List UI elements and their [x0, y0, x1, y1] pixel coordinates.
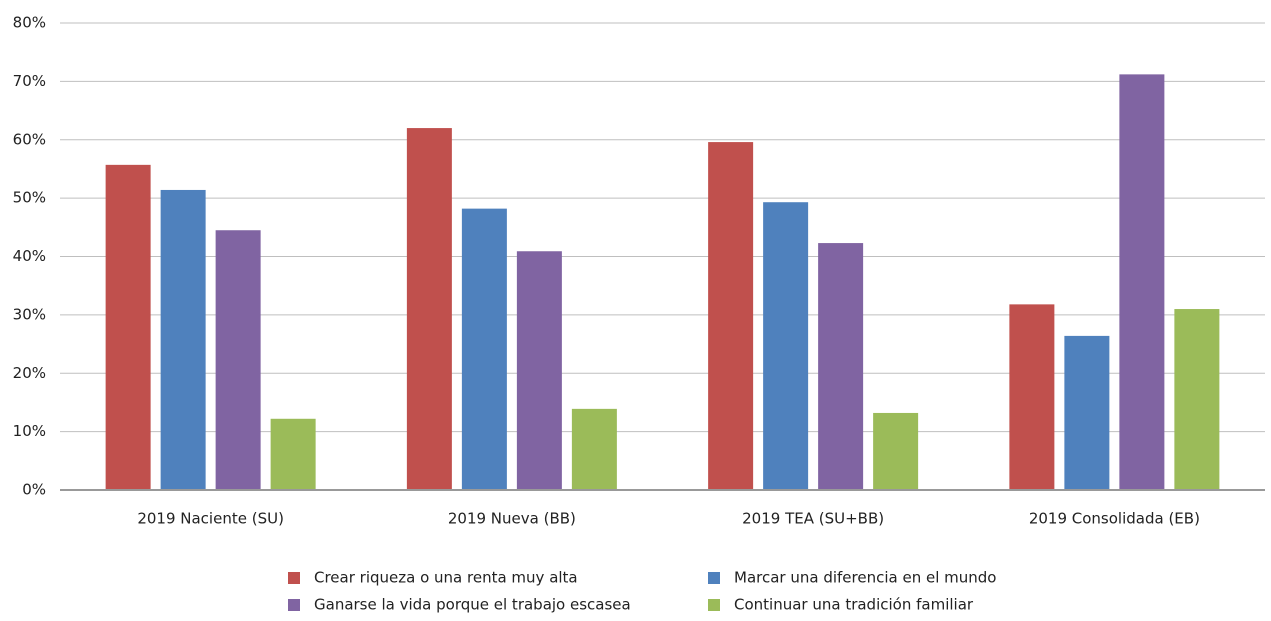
y-tick-label: 20% [13, 364, 46, 382]
legend-label: Marcar una diferencia en el mundo [734, 569, 996, 587]
bar [763, 202, 809, 490]
bar [105, 164, 151, 490]
y-tick-label: 0% [22, 481, 46, 499]
bar [1174, 309, 1220, 490]
bar [215, 230, 261, 490]
legend-swatch [288, 572, 300, 584]
bar [1119, 74, 1165, 491]
x-tick-label: 2019 Consolidada (EB) [1029, 510, 1200, 528]
bar [818, 243, 864, 490]
bar [160, 189, 206, 490]
y-tick-label: 30% [13, 305, 46, 323]
y-tick-label: 70% [13, 72, 46, 90]
y-tick-label: 40% [13, 247, 46, 265]
legend-label: Continuar una tradición familiar [734, 596, 974, 614]
bar [461, 208, 507, 490]
legend-swatch [288, 599, 300, 611]
bar [1009, 304, 1055, 490]
bar [708, 142, 754, 490]
bar [406, 128, 452, 490]
x-tick-label: 2019 Naciente (SU) [137, 510, 284, 528]
legend-label: Ganarse la vida porque el trabajo escase… [314, 596, 631, 614]
y-tick-label: 60% [13, 130, 46, 148]
bar [516, 251, 562, 490]
bar [873, 412, 919, 490]
y-tick-label: 50% [13, 189, 46, 207]
legend-swatch [708, 599, 720, 611]
legend-label: Crear riqueza o una renta muy alta [314, 569, 578, 587]
bar [571, 408, 617, 490]
y-tick-label: 80% [13, 14, 46, 32]
bar [1064, 335, 1110, 490]
y-tick-label: 10% [13, 422, 46, 440]
x-tick-label: 2019 Nueva (BB) [448, 510, 576, 528]
legend-swatch [708, 572, 720, 584]
bar [270, 418, 316, 490]
x-tick-label: 2019 TEA (SU+BB) [742, 510, 884, 528]
